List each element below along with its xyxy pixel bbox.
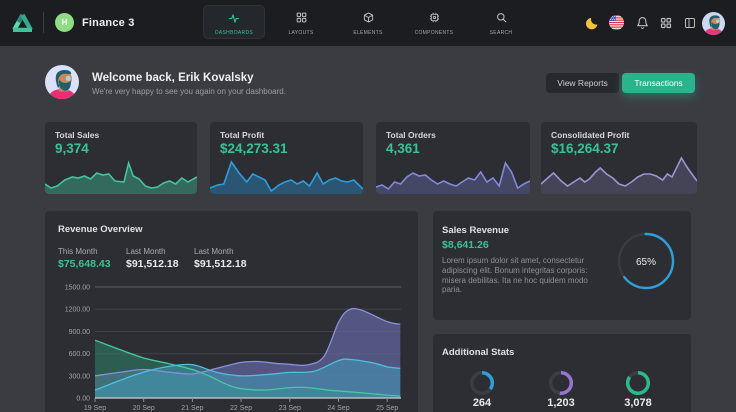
svg-text:0.00: 0.00: [76, 396, 90, 403]
svg-text:20 Sep: 20 Sep: [133, 405, 155, 412]
svg-text:22 Sep: 22 Sep: [230, 405, 252, 412]
svg-text:19 Sep: 19 Sep: [84, 405, 106, 412]
svg-text:21 Sep: 21 Sep: [181, 405, 203, 412]
svg-text:300.00: 300.00: [69, 373, 91, 380]
svg-text:24 Sep: 24 Sep: [327, 405, 349, 412]
svg-text:900.00: 900.00: [69, 329, 91, 336]
svg-text:65%: 65%: [636, 257, 656, 268]
svg-text:25 Sep: 25 Sep: [376, 405, 398, 412]
svg-text:1200.00: 1200.00: [65, 307, 90, 314]
svg-text:1500.00: 1500.00: [65, 285, 90, 292]
svg-text:600.00: 600.00: [69, 351, 91, 358]
svg-text:23 Sep: 23 Sep: [279, 405, 301, 412]
